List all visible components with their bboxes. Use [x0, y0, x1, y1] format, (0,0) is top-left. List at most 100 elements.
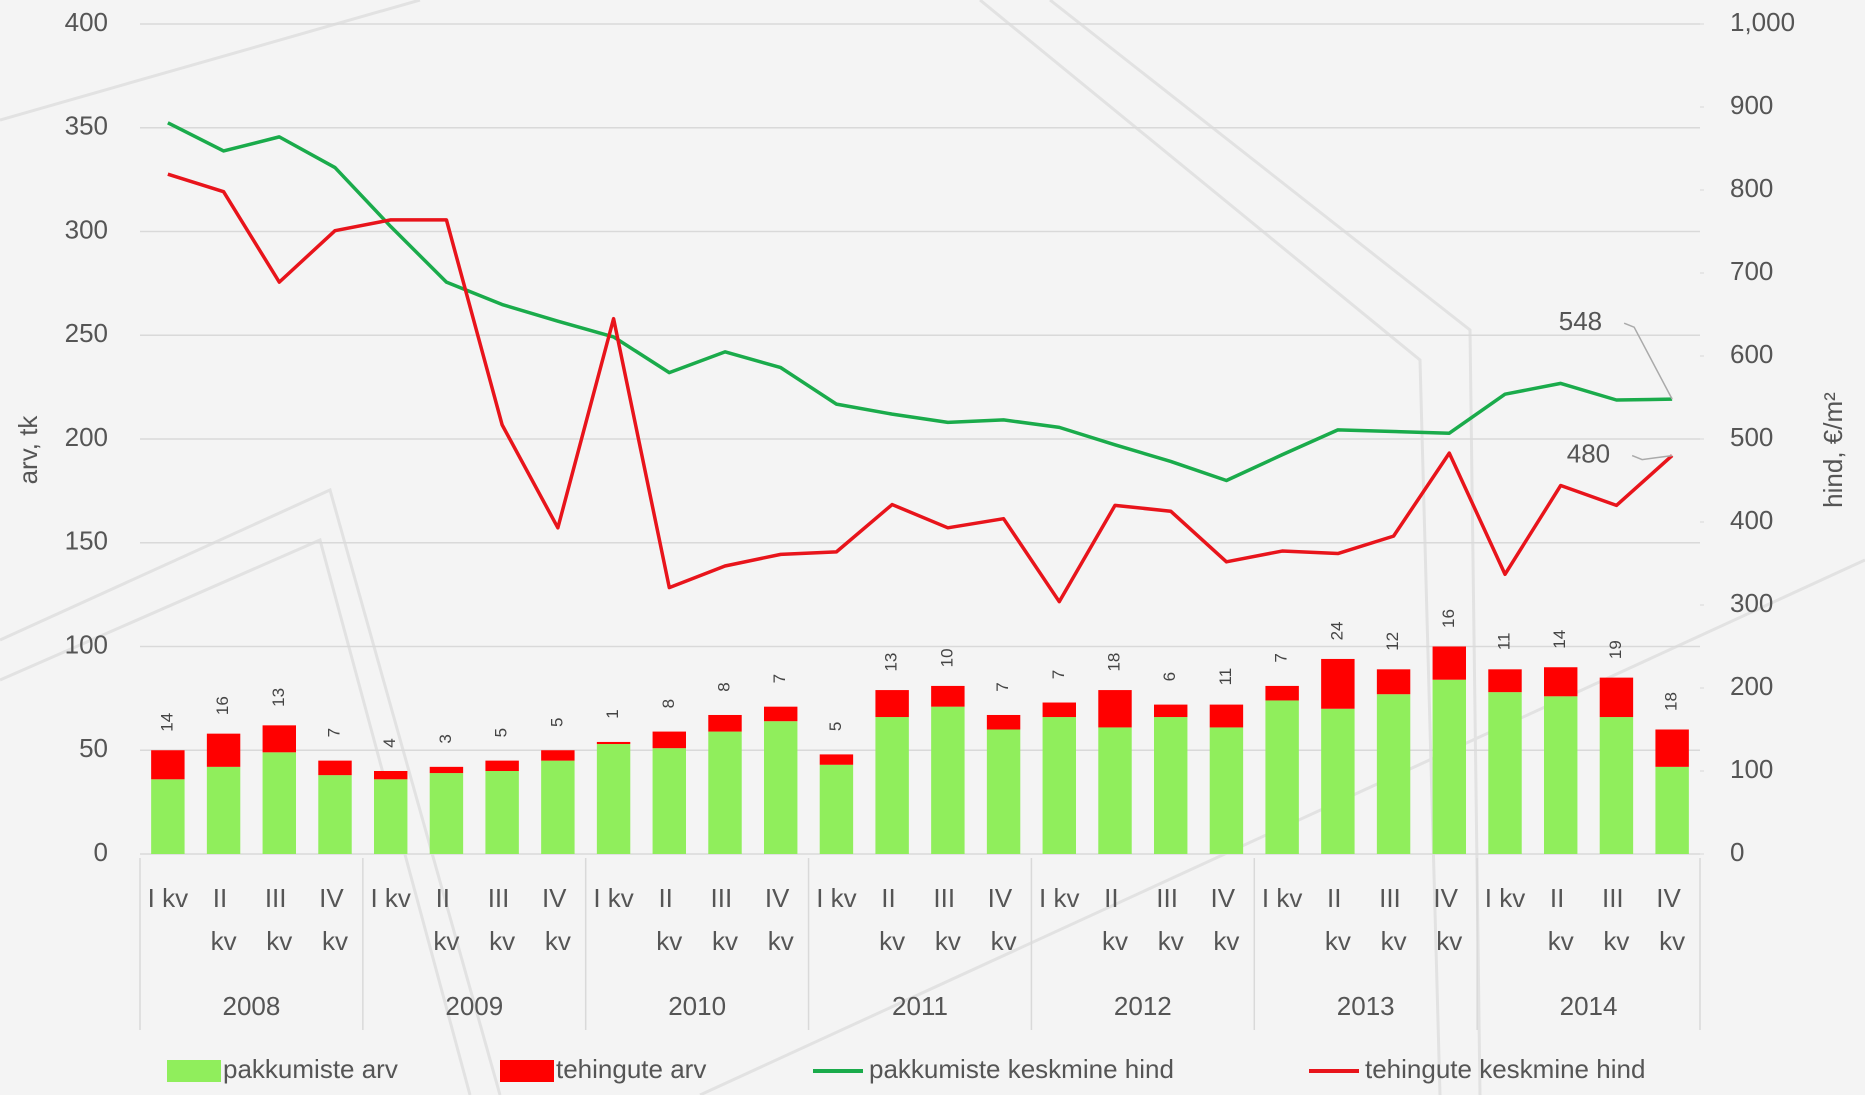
data-label: 19 [1606, 640, 1625, 659]
bar-segment [1098, 690, 1132, 728]
y-tick-label: 200 [65, 422, 108, 452]
bar-segment [1432, 646, 1466, 680]
bar-segment [708, 714, 742, 732]
x-group-label: 2011 [892, 991, 948, 1021]
y-tick-label: 100 [65, 629, 108, 659]
x-tick-label: II kv [211, 883, 237, 956]
y2-tick-label: 900 [1730, 90, 1773, 120]
bar-segment [1321, 708, 1355, 854]
data-label: 7 [1049, 670, 1068, 679]
x-tick-label: IV kv [319, 883, 351, 956]
data-label: 12 [1383, 632, 1402, 651]
y2-tick-label: 100 [1730, 754, 1773, 784]
x-tick-label: III kv [933, 883, 962, 956]
x-tick-label: II kv [656, 883, 682, 956]
bar-segment [652, 748, 686, 854]
bar-segment [1655, 766, 1689, 854]
y-tick-label: 350 [65, 111, 108, 141]
x-tick-label: IV kv [1211, 883, 1243, 956]
y2-tick-label: 0 [1730, 837, 1744, 867]
x-tick-label: I kv [593, 883, 633, 913]
x-group-label: 2009 [445, 991, 503, 1021]
x-tick-label: I kv [1262, 883, 1302, 913]
y-tick-label: 150 [65, 526, 108, 556]
bar-segment [374, 779, 408, 854]
bar-segment [1042, 702, 1076, 718]
data-label: 11 [1216, 668, 1235, 686]
data-label: 14 [157, 713, 176, 732]
legend-label: pakkumiste arv [223, 1054, 398, 1084]
legend-swatch [500, 1060, 554, 1082]
data-label: 480 [1567, 438, 1610, 468]
data-label: 18 [1662, 692, 1681, 711]
bar-segment [262, 752, 296, 854]
bar-segment [1098, 727, 1132, 854]
bar-segment [1599, 677, 1634, 718]
bar-segment [374, 771, 408, 780]
bar-segment [875, 690, 909, 718]
data-label: 3 [436, 734, 455, 743]
x-tick-label: IV kv [1656, 883, 1688, 956]
y-tick-label: 400 [65, 7, 108, 37]
legend-label: pakkumiste keskmine hind [869, 1054, 1174, 1084]
x-tick-label: I kv [370, 883, 410, 913]
x-group-label: 2010 [668, 991, 726, 1021]
bar-segment [1376, 694, 1411, 854]
data-label: 8 [659, 699, 678, 708]
bar-segment [206, 733, 241, 767]
y-tick-label: 300 [65, 214, 108, 244]
x-tick-label: IV kv [765, 883, 797, 956]
leader-line [1631, 454, 1673, 461]
bar-segment [764, 706, 798, 722]
legend-label: tehingute keskmine hind [1365, 1054, 1645, 1084]
bar-segment [1655, 729, 1689, 767]
y-tick-label: 250 [65, 318, 108, 348]
bar-segment [1321, 658, 1355, 709]
y2-tick-label: 400 [1730, 505, 1773, 535]
bar-segment [875, 717, 909, 854]
y-tick-label: 50 [79, 733, 108, 763]
data-label: 7 [1272, 653, 1291, 662]
x-tick-label: II kv [1548, 883, 1574, 956]
data-label: 7 [770, 674, 789, 683]
y2-tick-label: 1,000 [1730, 7, 1795, 37]
data-label: 4 [380, 738, 399, 747]
bar-segment [1209, 727, 1244, 854]
data-label: 16 [1439, 609, 1458, 628]
bar-segment [318, 775, 352, 854]
data-label: 1 [603, 709, 622, 718]
y2-tick-label: 600 [1730, 339, 1773, 369]
x-tick-label: IV kv [988, 883, 1020, 956]
x-group-label: 2014 [1560, 991, 1618, 1021]
bar-segment [1042, 717, 1076, 854]
bar-segment [1488, 692, 1522, 854]
bar-segment [1154, 704, 1188, 718]
bar-segment [931, 685, 965, 707]
x-tick-label: II kv [879, 883, 905, 956]
x-tick-label: II kv [1325, 883, 1351, 956]
data-label: 13 [882, 653, 901, 672]
x-tick-label: IV kv [542, 883, 574, 956]
data-label: 10 [937, 648, 956, 667]
x-group-label: 2008 [223, 991, 281, 1021]
x-tick-label: III kv [711, 883, 740, 956]
bar-segment [151, 779, 185, 854]
legend-swatch [167, 1060, 221, 1082]
bar-segment [1265, 685, 1299, 701]
bar-segment [931, 706, 965, 854]
x-tick-label: I kv [1039, 883, 1079, 913]
bar-segment [1154, 717, 1188, 854]
y-axis-label: arv, tk [13, 415, 43, 485]
y2-axis-label: hind, €/m² [1818, 392, 1848, 508]
bar-segment [1265, 700, 1299, 854]
data-label: 11 [1494, 632, 1513, 650]
bar-segment [1209, 704, 1244, 728]
bar-segment [986, 714, 1021, 730]
x-group-label: 2012 [1114, 991, 1172, 1021]
y-tick-label: 0 [94, 837, 108, 867]
x-tick-label: III kv [265, 883, 294, 956]
bar-segment [1488, 669, 1522, 693]
bar-segment [596, 744, 631, 854]
bar-segment [596, 741, 631, 745]
data-label: 16 [213, 696, 232, 715]
